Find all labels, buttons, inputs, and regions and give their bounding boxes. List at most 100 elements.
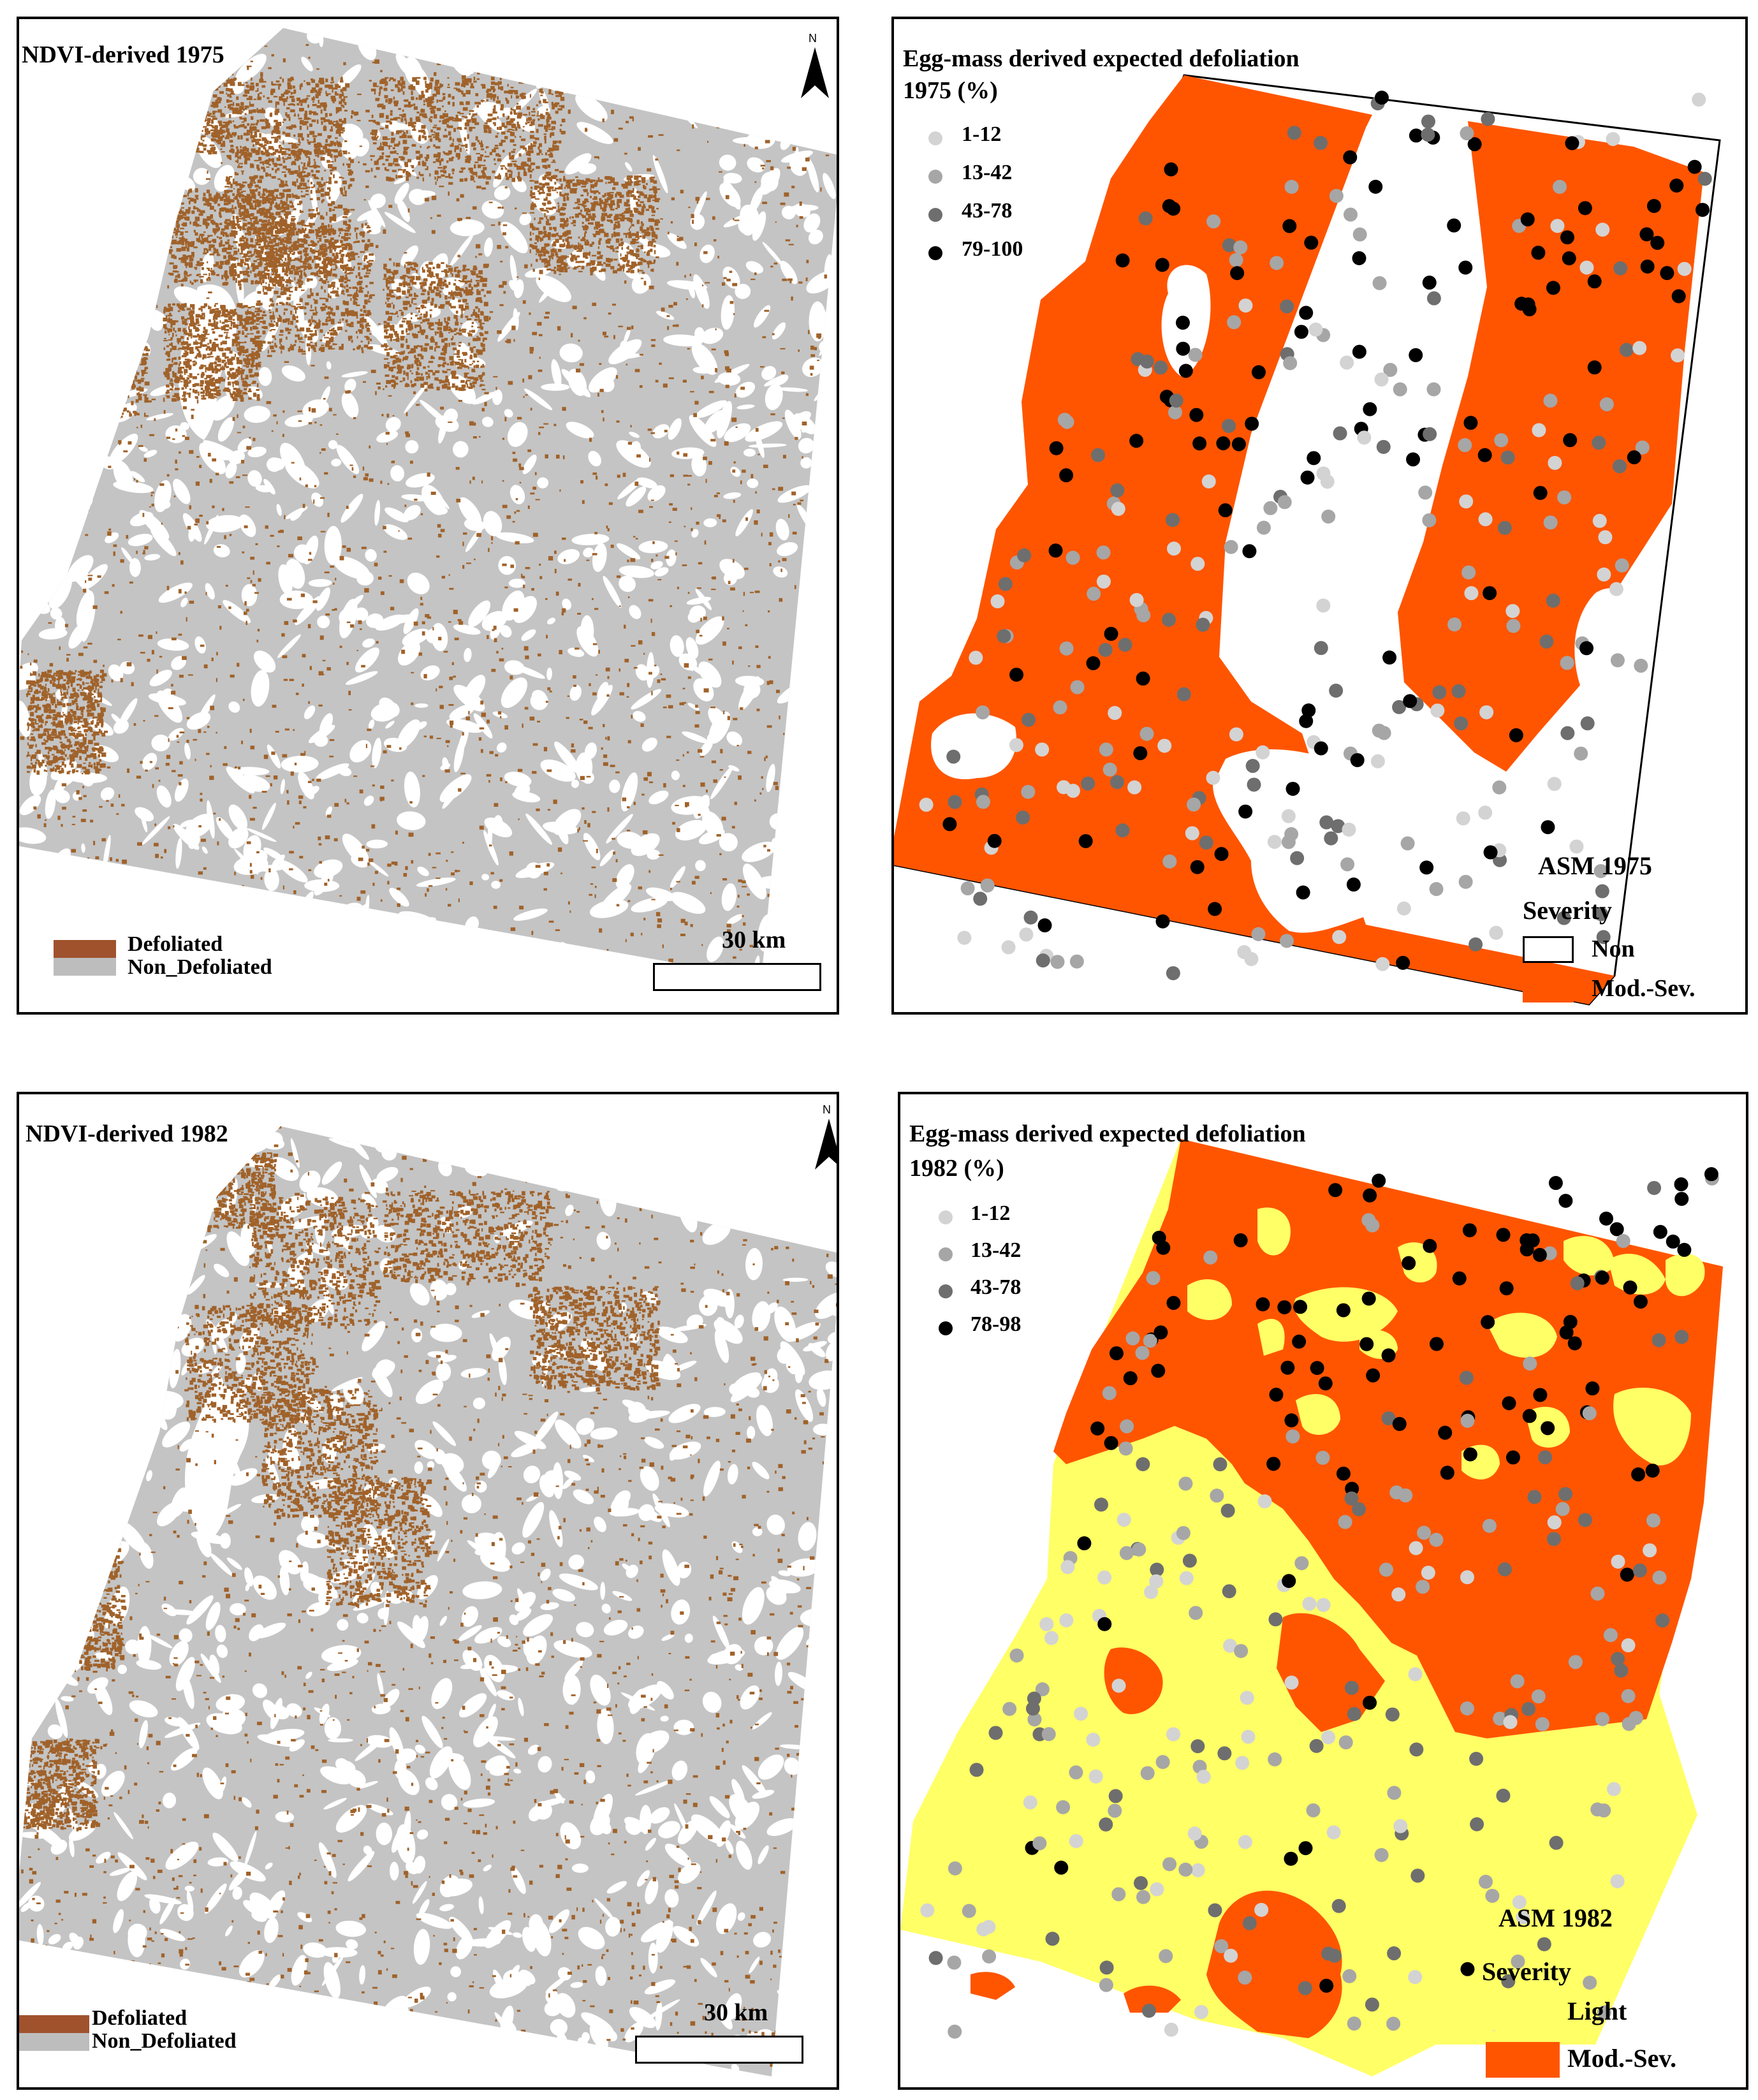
non-forest-gap (508, 578, 525, 588)
defoliated-pixel (388, 163, 393, 166)
defoliated-pixel (33, 728, 36, 731)
defoliated-pixel (508, 152, 511, 156)
defoliated-pixel (300, 195, 305, 198)
defoliated-pixel (61, 310, 64, 314)
non-forest-gap (247, 446, 267, 458)
defoliated-pixel (68, 383, 72, 387)
defoliated-pixel (640, 723, 644, 727)
defoliated-pixel (761, 1005, 763, 1008)
defoliated-pixel (247, 390, 252, 392)
defoliated-pixel (217, 841, 219, 846)
non-forest-gap (564, 153, 592, 175)
defoliated-pixel (644, 229, 649, 231)
defoliated-pixel (694, 242, 697, 247)
non-forest-gap (625, 162, 633, 172)
defoliated-pixel (191, 334, 193, 339)
non-forest-gap (719, 833, 738, 852)
defoliated-pixel (722, 641, 726, 646)
defoliated-pixel (295, 340, 297, 343)
defoliated-pixel (349, 969, 353, 972)
defoliated-pixel (587, 262, 592, 266)
defoliated-pixel (745, 624, 748, 626)
defoliated-pixel (115, 1011, 119, 1013)
defoliated-pixel (138, 386, 142, 388)
defoliated-pixel (187, 116, 190, 120)
non-forest-gap (368, 860, 389, 877)
defoliated-pixel (835, 230, 837, 233)
defoliated-pixel (481, 374, 483, 377)
defoliated-pixel (79, 407, 84, 409)
defoliated-pixel (174, 270, 179, 273)
defoliated-pixel (244, 327, 248, 331)
defoliated-pixel (471, 385, 475, 388)
defoliated-pixel (539, 217, 544, 220)
defoliated-pixel (684, 922, 688, 926)
defoliated-pixel (174, 199, 179, 202)
defoliated-pixel (390, 379, 395, 383)
defoliated-pixel (488, 127, 492, 129)
defoliated-pixel (287, 82, 291, 86)
defoliated-pixel (239, 342, 244, 344)
defoliated-pixel (272, 234, 277, 237)
defoliated-pixel (173, 256, 177, 260)
non-forest-gap (772, 78, 788, 106)
defoliated-pixel (90, 332, 95, 337)
defoliated-pixel (92, 341, 94, 344)
defoliated-pixel (545, 598, 548, 600)
defoliated-pixel (89, 307, 93, 311)
non-forest-gap (631, 273, 651, 294)
defoliated-pixel (383, 267, 386, 270)
defoliated-pixel (428, 370, 433, 372)
non-forest-gap (705, 409, 728, 433)
defoliated-pixel (318, 270, 322, 272)
defoliated-pixel (30, 756, 33, 759)
non-forest-gap (472, 392, 498, 405)
defoliated-pixel (173, 208, 177, 210)
defoliated-pixel (420, 329, 426, 334)
defoliated-pixel (249, 96, 253, 101)
defoliated-pixel (663, 383, 668, 388)
non-forest-gap (59, 498, 66, 506)
defoliated-pixel (331, 98, 337, 102)
defoliated-pixel (314, 350, 316, 353)
defoliated-pixel (251, 131, 253, 136)
defoliated-pixel (667, 326, 670, 330)
non-forest-gap (719, 559, 745, 580)
defoliated-pixel (348, 267, 352, 271)
defoliated-pixel (367, 341, 370, 345)
defoliated-pixel (304, 751, 306, 755)
defoliated-pixel (117, 333, 122, 337)
non-forest-gap (99, 412, 119, 427)
defoliated-pixel (643, 652, 645, 655)
defoliated-pixel (207, 170, 209, 174)
defoliated-pixel (49, 336, 52, 339)
defoliated-pixel (432, 267, 435, 269)
defoliated-pixel (29, 971, 34, 974)
defoliated-pixel (440, 304, 445, 307)
defoliated-pixel (351, 339, 353, 343)
non-forest-gap (156, 785, 172, 808)
defoliated-pixel (243, 117, 247, 122)
defoliated-pixel (810, 345, 814, 350)
defoliated-pixel (399, 324, 404, 328)
non-forest-gap (385, 507, 409, 523)
defoliated-pixel (228, 77, 230, 80)
defoliated-pixel (666, 735, 671, 738)
defoliated-pixel (52, 328, 55, 332)
defoliated-pixel (289, 78, 295, 81)
defoliated-pixel (78, 348, 82, 352)
defoliated-pixel (216, 274, 220, 276)
defoliated-pixel (344, 190, 347, 195)
non-forest-gap (138, 446, 148, 452)
non-forest-gap (101, 278, 115, 291)
defoliated-pixel (84, 729, 89, 733)
defoliated-pixel (253, 260, 257, 263)
defoliated-pixel (168, 328, 173, 332)
defoliated-pixel (232, 193, 235, 196)
defoliated-pixel (427, 296, 430, 300)
defoliated-pixel (106, 339, 110, 342)
defoliated-pixel (48, 703, 51, 707)
defoliated-pixel (112, 351, 115, 353)
defoliated-pixel (53, 673, 55, 677)
defoliated-pixel (96, 314, 101, 319)
